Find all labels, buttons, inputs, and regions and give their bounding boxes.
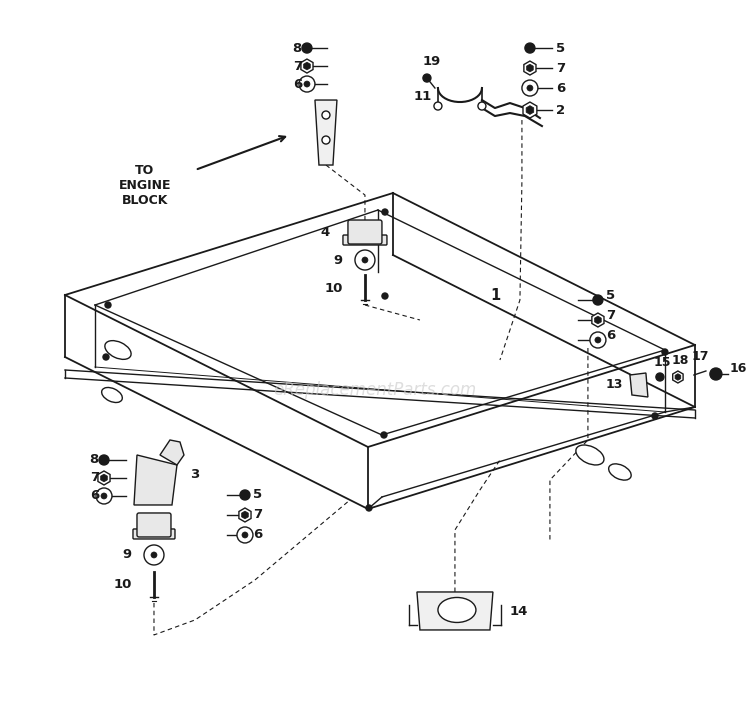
Circle shape bbox=[662, 349, 668, 355]
Circle shape bbox=[381, 432, 387, 438]
Text: 16: 16 bbox=[730, 362, 747, 376]
Text: 7: 7 bbox=[253, 508, 262, 522]
Circle shape bbox=[240, 490, 250, 500]
Text: 14: 14 bbox=[510, 605, 528, 618]
FancyBboxPatch shape bbox=[133, 529, 175, 539]
Polygon shape bbox=[98, 471, 110, 485]
Polygon shape bbox=[592, 313, 604, 327]
Circle shape bbox=[96, 488, 112, 504]
Text: 9: 9 bbox=[123, 549, 132, 562]
Circle shape bbox=[355, 250, 375, 270]
Text: 7: 7 bbox=[556, 62, 565, 74]
Circle shape bbox=[99, 455, 109, 465]
Circle shape bbox=[237, 527, 253, 543]
Polygon shape bbox=[100, 474, 107, 482]
Polygon shape bbox=[301, 59, 313, 73]
Circle shape bbox=[478, 102, 486, 110]
Text: 10: 10 bbox=[113, 579, 132, 591]
Circle shape bbox=[527, 85, 533, 91]
Circle shape bbox=[304, 81, 310, 87]
Polygon shape bbox=[315, 100, 337, 165]
Text: 7: 7 bbox=[292, 60, 302, 72]
Text: 4: 4 bbox=[321, 225, 330, 238]
Polygon shape bbox=[134, 455, 177, 505]
Text: TO
ENGINE
BLOCK: TO ENGINE BLOCK bbox=[118, 164, 171, 206]
Circle shape bbox=[151, 552, 157, 558]
Ellipse shape bbox=[576, 445, 604, 465]
Circle shape bbox=[590, 332, 606, 348]
Polygon shape bbox=[417, 592, 493, 630]
Text: 8: 8 bbox=[90, 454, 99, 467]
Text: 2: 2 bbox=[556, 104, 565, 116]
Text: 8: 8 bbox=[292, 42, 302, 55]
Text: 15: 15 bbox=[653, 356, 670, 369]
Circle shape bbox=[652, 413, 658, 419]
Polygon shape bbox=[160, 440, 184, 465]
Polygon shape bbox=[630, 373, 648, 397]
Text: 3: 3 bbox=[190, 469, 200, 481]
FancyBboxPatch shape bbox=[137, 513, 171, 537]
Polygon shape bbox=[526, 65, 533, 72]
Text: 6: 6 bbox=[606, 328, 615, 342]
Polygon shape bbox=[239, 508, 251, 522]
Polygon shape bbox=[304, 62, 310, 70]
Circle shape bbox=[362, 257, 368, 263]
Ellipse shape bbox=[609, 464, 631, 480]
Polygon shape bbox=[523, 102, 537, 118]
Text: 6: 6 bbox=[556, 82, 566, 94]
Ellipse shape bbox=[102, 388, 122, 403]
Text: 7: 7 bbox=[90, 471, 99, 484]
Circle shape bbox=[302, 43, 312, 53]
FancyBboxPatch shape bbox=[343, 235, 387, 245]
Circle shape bbox=[101, 493, 107, 499]
Circle shape bbox=[242, 532, 248, 538]
Circle shape bbox=[522, 80, 538, 96]
Text: 1: 1 bbox=[490, 288, 500, 303]
Circle shape bbox=[366, 505, 372, 511]
Text: 9: 9 bbox=[334, 254, 343, 267]
Ellipse shape bbox=[438, 598, 476, 623]
Text: 5: 5 bbox=[253, 489, 262, 501]
Text: 6: 6 bbox=[253, 528, 262, 542]
Circle shape bbox=[595, 337, 601, 343]
Circle shape bbox=[382, 293, 388, 299]
Circle shape bbox=[103, 354, 109, 360]
Circle shape bbox=[434, 102, 442, 110]
Circle shape bbox=[656, 373, 664, 381]
Polygon shape bbox=[524, 61, 536, 75]
FancyBboxPatch shape bbox=[348, 220, 382, 244]
Circle shape bbox=[105, 302, 111, 308]
Text: 13: 13 bbox=[605, 379, 623, 391]
Circle shape bbox=[710, 368, 722, 380]
Text: 17: 17 bbox=[692, 350, 709, 363]
Text: 11: 11 bbox=[414, 89, 432, 103]
Circle shape bbox=[322, 111, 330, 119]
Text: 5: 5 bbox=[606, 289, 615, 301]
Polygon shape bbox=[675, 374, 681, 380]
Circle shape bbox=[299, 76, 315, 92]
Text: 7: 7 bbox=[606, 308, 615, 321]
Circle shape bbox=[525, 43, 535, 53]
Text: 6: 6 bbox=[292, 77, 302, 91]
Circle shape bbox=[593, 295, 603, 305]
Text: 6: 6 bbox=[90, 489, 99, 503]
Polygon shape bbox=[595, 316, 602, 324]
Circle shape bbox=[382, 209, 388, 215]
Polygon shape bbox=[526, 106, 534, 114]
Text: 5: 5 bbox=[556, 42, 565, 55]
Polygon shape bbox=[673, 371, 683, 383]
Text: 10: 10 bbox=[325, 281, 343, 294]
Polygon shape bbox=[242, 511, 248, 519]
Text: eReplacementParts.com: eReplacementParts.com bbox=[273, 381, 476, 399]
Ellipse shape bbox=[105, 340, 131, 359]
Circle shape bbox=[144, 545, 164, 565]
Circle shape bbox=[423, 74, 431, 82]
Circle shape bbox=[322, 136, 330, 144]
Text: 19: 19 bbox=[423, 55, 441, 68]
Text: 18: 18 bbox=[671, 354, 688, 367]
